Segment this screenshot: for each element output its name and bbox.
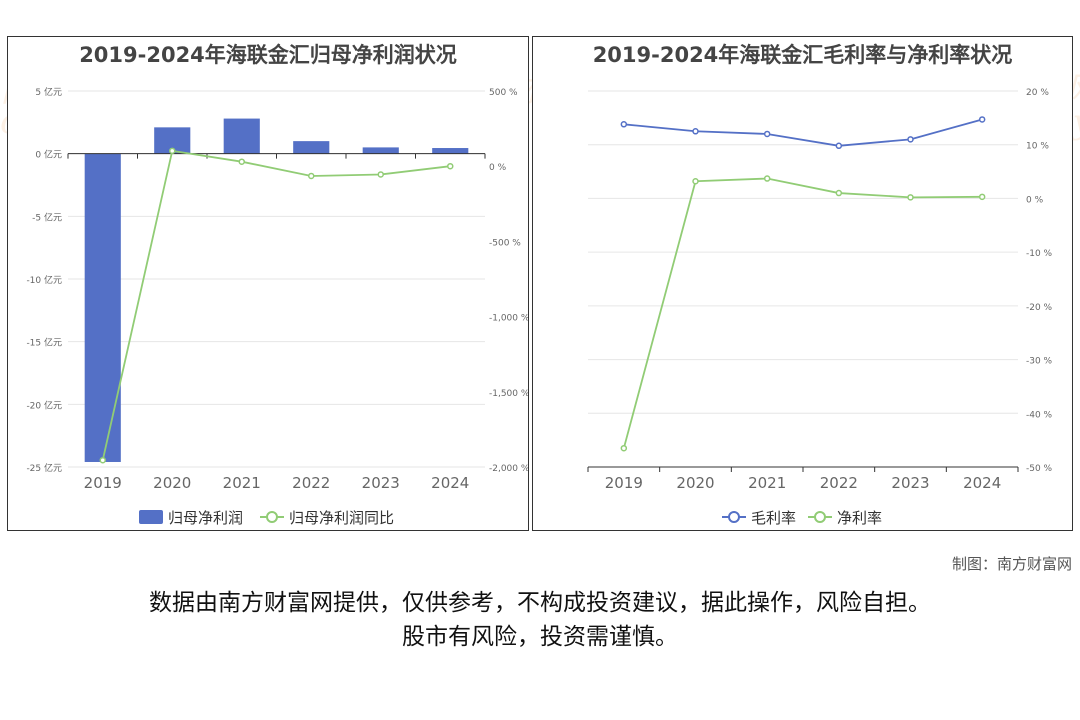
bar (362, 147, 399, 154)
margin-chart: 20 % 10 % 0 % -10 % -20 % -30 % -40 % -50 % 2019… (587, 88, 1053, 527)
line-point (692, 128, 699, 135)
legend-line-marker (814, 511, 826, 523)
net-profit-chart-panel: 2019-2024年海联金汇归母净利润状况 5 亿元 0 亿元 -5 亿元 -10 亿… (7, 36, 529, 531)
right-tick-label: -500 % (489, 238, 521, 248)
legend-line-marker (266, 511, 278, 523)
x-tick-label: 2024 (963, 474, 1001, 492)
x-tick-label: 2022 (820, 474, 858, 492)
legend-label: 归母净利润同比 (289, 509, 394, 527)
left-tick-label: -20 亿元 (26, 399, 62, 411)
x-tick-label: 2024 (431, 474, 469, 492)
line-point (907, 136, 914, 143)
chart-credit: 制图：南方财富网 (951, 555, 1072, 573)
left-tick-label: -5 亿元 (32, 211, 62, 223)
margin-chart-panel: 2019-2024年海联金汇毛利率与净利率状况 20 % 10 % 0 % -10 %… (532, 36, 1073, 531)
x-tick-label: 2020 (153, 474, 191, 492)
left-tick-label: -15 亿元 (26, 337, 62, 349)
legend-line-marker (728, 511, 740, 523)
legend-label: 净利率 (837, 509, 882, 527)
right-tick-label: -2,000 % (489, 464, 529, 474)
line-point (978, 116, 986, 123)
line-point (907, 194, 914, 201)
bar (223, 118, 260, 154)
line-point (99, 456, 106, 464)
x-tick-label: 2022 (292, 474, 330, 492)
x-tick-label: 2023 (362, 474, 400, 492)
x-tick-label: 2019 (605, 474, 643, 492)
series-line (622, 177, 983, 449)
right-tick-label: -50 % (1026, 464, 1053, 474)
x-tick-label: 2021 (223, 474, 261, 492)
right-tick-label: 10 % (1026, 142, 1049, 152)
legend-label: 毛利率 (751, 509, 796, 527)
bar (293, 141, 330, 154)
right-tick-label: -30 % (1026, 357, 1053, 367)
x-tick-label: 2021 (748, 474, 786, 492)
line-point (763, 175, 771, 182)
right-tick-label: 0 % (489, 163, 507, 173)
series-line (101, 149, 451, 461)
line-point (447, 162, 454, 170)
right-tick-label: 20 % (1026, 88, 1049, 98)
legend-label: 归母净利润 (168, 509, 243, 527)
chart-title: 2019-2024年海联金汇归母净利润状况 (79, 43, 457, 67)
disclaimer-line: 股市有风险，投资需谨慎。 (402, 624, 678, 650)
chart-title: 2019-2024年海联金汇毛利率与净利率状况 (592, 43, 1013, 67)
line-point (238, 158, 245, 165)
right-tick-label: 0 % (1026, 195, 1044, 205)
right-tick-label: -20 % (1026, 303, 1053, 313)
left-tick-label: -25 亿元 (26, 462, 62, 474)
line-point (835, 189, 843, 197)
bar (84, 153, 121, 462)
left-tick-label: 0 亿元 (35, 149, 62, 161)
series-line (623, 118, 983, 147)
line-point (620, 121, 628, 128)
bar (432, 148, 469, 154)
right-tick-label: -1,000 % (489, 314, 529, 324)
x-tick-label: 2020 (676, 474, 714, 492)
line-point (169, 147, 176, 155)
line-point (620, 444, 628, 452)
line-point (377, 171, 384, 178)
right-tick-label: 500 % (489, 88, 518, 98)
line-point (978, 193, 986, 201)
left-tick-label: -10 亿元 (26, 274, 62, 286)
right-tick-label: -1,500 % (489, 389, 529, 399)
disclaimer-line: 数据由南方财富网提供，仅供参考，不构成投资建议，据此操作，风险自担。 (149, 590, 931, 616)
net-profit-chart: 5 亿元 0 亿元 -5 亿元 -10 亿元 -15 亿元 -20 亿元 -25 亿元 500… (26, 86, 529, 527)
x-tick-label: 2019 (84, 474, 122, 492)
right-tick-label: -40 % (1026, 410, 1053, 420)
right-tick-label: -10 % (1026, 249, 1053, 259)
left-tick-label: 5 亿元 (35, 86, 62, 98)
line-point (835, 142, 843, 150)
legend-bar-swatch (139, 510, 163, 524)
line-point (308, 172, 315, 180)
line-point (692, 177, 699, 185)
line-point (763, 130, 771, 138)
x-tick-label: 2023 (891, 474, 929, 492)
